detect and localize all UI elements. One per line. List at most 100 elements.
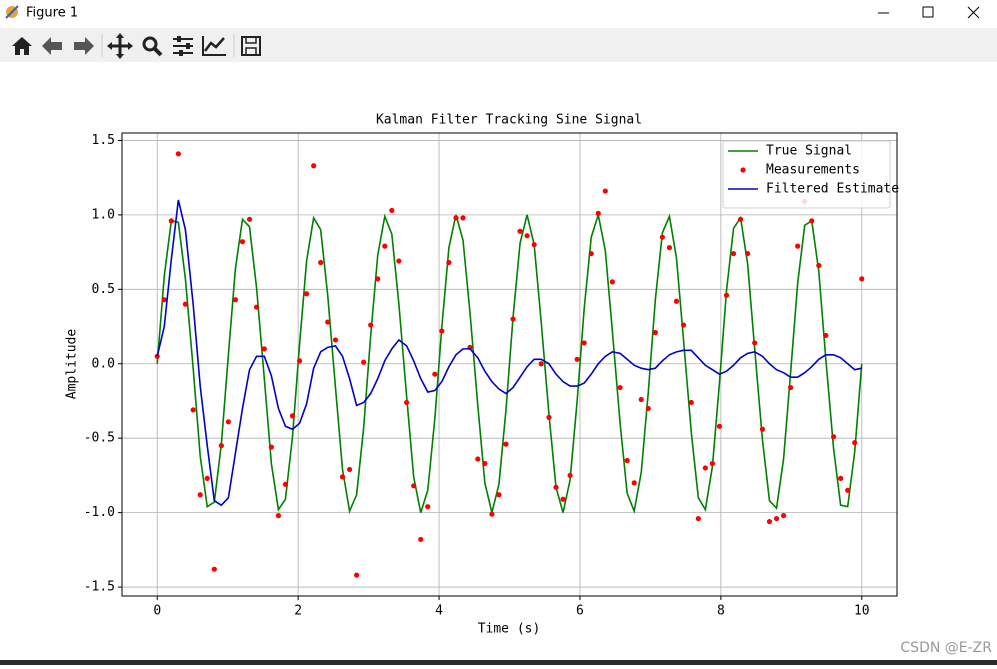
measurement-point [211,566,217,572]
measurement-point [425,504,431,510]
measurement-point [225,419,231,425]
axes-frame [121,132,898,597]
measurement-point [624,457,630,464]
measurement-point [411,483,417,489]
measurement-point [638,396,644,403]
close-button[interactable] [967,6,980,19]
measurement-point [154,353,160,359]
measurement-point [460,215,466,221]
measurement-point [830,434,837,440]
x-tick-label: 6 [576,604,584,619]
series-line [156,213,863,515]
measurement-point [303,291,310,297]
measurement-point [795,243,801,249]
measurement-point [232,297,239,303]
x-tick-label: 0 [153,604,161,619]
measurement-point [745,250,751,257]
save-button[interactable] [241,36,261,56]
measurement-point [190,407,196,413]
measurement-point [296,358,303,364]
measurement-point [838,475,844,481]
measurement-point [553,484,559,490]
measurement-point [275,513,282,519]
measurement-point [332,337,339,343]
measurement-point [567,472,573,479]
measurement-point [766,518,773,525]
measurement-point [489,511,495,517]
measurement-point [432,371,438,377]
title-bar [0,0,997,28]
measurement-point [375,276,381,282]
measurement-point [339,474,346,480]
measurement-point [695,515,701,522]
measurement-point [581,340,587,346]
measurement-point [246,216,253,222]
measurement-point [773,515,780,522]
measurement-point [261,346,267,352]
measurement-point [737,216,744,222]
measurement-point [666,245,673,251]
x-tick-label: 8 [717,604,725,619]
watermark: CSDN @E-ZR [900,640,992,656]
measurement-point [602,188,608,194]
measurement-point [368,322,374,328]
edit-axis-button[interactable] [202,36,226,56]
home-button[interactable] [12,37,32,55]
measurement-point [282,481,289,487]
measurement-point [325,319,331,325]
measurement-point [389,207,395,214]
measurement-point [702,465,708,471]
measurement-point [538,361,544,367]
forward-button[interactable] [74,37,94,55]
measurement-point [730,250,737,257]
legend-label: Measurements [766,163,860,178]
measurement-point [503,441,509,447]
legend-box [722,140,891,209]
measurement-point [788,384,794,391]
measurement-point [204,475,210,481]
measurement-point [652,329,658,336]
measurement-point [239,239,246,245]
measurement-point [645,405,651,412]
measurement-point [609,279,615,285]
app-icon [5,5,19,19]
measurement-point [168,218,174,224]
measurement-point [268,444,274,450]
measurement-point [182,301,189,307]
measurement-point [418,536,424,543]
measurement-point [759,426,766,432]
measurement-point [175,151,181,157]
x-tick-label: 4 [435,604,443,619]
zoom-button[interactable] [142,36,163,57]
measurement-point [617,384,623,391]
measurement-point [311,163,317,169]
configure-button[interactable] [173,36,193,56]
x-tick-label: 10 [854,604,870,619]
y-tick-label: -1.0 [84,505,115,520]
measurement-point [361,359,367,365]
measurement-point [510,316,516,322]
legend-marker [740,167,746,173]
taskbar-strip [0,660,997,665]
x-axis-label: Time (s) [478,622,541,637]
legend-label: Filtered Estimate [766,182,899,197]
measurement-point [439,328,445,334]
measurement-point [816,262,822,269]
measurement-point [475,456,481,462]
measurement-point [588,250,594,257]
window-title: Figure 1 [26,6,78,21]
measurement-point [253,304,260,310]
measurement-point [354,572,360,578]
measurement-point [716,423,723,429]
legend-label: True Signal [766,144,852,159]
measurement-point [659,234,665,240]
measurement-point [382,243,388,249]
pan-button[interactable] [107,33,133,59]
measurement-point [453,215,459,221]
measurement-point [709,460,716,467]
maximize-button[interactable] [922,6,934,18]
back-button[interactable] [42,37,62,55]
measurement-point [631,480,637,486]
measurement-point [404,399,410,406]
y-axis-label: Amplitude [65,329,80,400]
